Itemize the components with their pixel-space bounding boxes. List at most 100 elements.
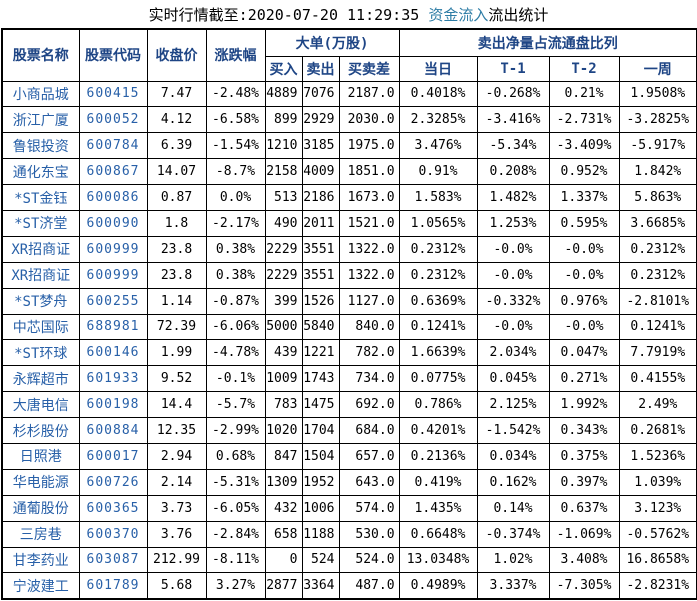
buy-volume-cell: 439 — [264, 339, 303, 367]
net-sell-today-cell: 0.2312% — [398, 261, 478, 289]
net-sell-t1-cell: -3.416% — [476, 106, 550, 134]
stock-code-cell[interactable]: 600198 — [78, 391, 148, 419]
buy-sell-diff-cell: 1521.0 — [338, 209, 400, 237]
stock-name-cell[interactable]: 华电能源 — [1, 468, 80, 496]
stock-name-cell[interactable]: 鲁银投资 — [1, 132, 80, 160]
net-sell-t1-cell: 0.034% — [476, 442, 550, 470]
stock-code-cell[interactable]: 600884 — [78, 417, 148, 444]
net-sell-t2-cell: 0.976% — [548, 287, 620, 315]
close-price-cell: 6.39 — [146, 132, 207, 160]
sell-volume-cell: 4009 — [301, 158, 340, 186]
net-sell-week-cell: -2.8101% — [618, 287, 697, 315]
stock-code-cell[interactable]: 600415 — [78, 80, 148, 108]
stock-code-cell[interactable]: 600090 — [78, 209, 148, 237]
stock-code-cell[interactable]: 600999 — [78, 261, 148, 289]
stock-code-cell[interactable]: 600726 — [78, 468, 148, 496]
stock-name-cell[interactable]: *ST梦舟 — [1, 287, 80, 315]
buy-volume-cell: 1009 — [264, 365, 303, 393]
sell-volume-cell: 7076 — [301, 80, 340, 108]
stock-code-cell[interactable]: 600146 — [78, 339, 148, 367]
table-row: 小商品城 600415 7.47 -2.48% 4889 7076 2187.0… — [1, 80, 697, 108]
table-row: 通葡股份 600365 3.73 -6.05% 432 1006 574.0 1… — [1, 494, 697, 522]
net-sell-t2-cell: 0.952% — [548, 158, 620, 186]
buy-sell-diff-cell: 657.0 — [338, 442, 400, 470]
stock-name-cell[interactable]: 杉杉股份 — [1, 417, 80, 444]
table-row: *ST梦舟 600255 1.14 -0.87% 399 1526 1127.0… — [1, 287, 697, 315]
title-suffix: 流出统计 — [488, 5, 549, 24]
stock-code-cell[interactable]: 601789 — [78, 572, 148, 600]
stock-code-cell[interactable]: 600365 — [78, 494, 148, 522]
stock-code-cell[interactable]: 600867 — [78, 158, 148, 186]
sell-volume-cell: 3551 — [301, 261, 340, 289]
col-header-diff: 买卖差 — [338, 55, 400, 82]
stock-code-cell[interactable]: 600255 — [78, 287, 148, 315]
net-sell-today-cell: 0.786% — [398, 391, 478, 419]
stock-code-cell[interactable]: 603087 — [78, 546, 148, 574]
stock-name-cell[interactable]: 三房巷 — [1, 520, 80, 548]
table-body: 小商品城 600415 7.47 -2.48% 4889 7076 2187.0… — [1, 80, 697, 600]
net-sell-t2-cell: 0.21% — [548, 80, 620, 108]
net-sell-t1-cell: 3.337% — [476, 572, 550, 600]
buy-volume-cell: 2229 — [264, 261, 303, 289]
stock-code-cell[interactable]: 600052 — [78, 106, 148, 134]
stock-name-cell[interactable]: 日照港 — [1, 442, 80, 470]
net-sell-t1-cell: 1.482% — [476, 184, 550, 211]
stock-name-cell[interactable]: 通化东宝 — [1, 158, 80, 186]
stock-name-cell[interactable]: 永辉超市 — [1, 365, 80, 393]
net-sell-t2-cell: 0.343% — [548, 417, 620, 444]
stock-code-cell[interactable]: 601933 — [78, 365, 148, 393]
stock-code-cell[interactable]: 600017 — [78, 442, 148, 470]
stock-code-cell[interactable]: 600784 — [78, 132, 148, 160]
net-sell-week-cell: -0.5762% — [618, 520, 697, 548]
stock-name-cell[interactable]: 浙江广厦 — [1, 106, 80, 134]
stock-name-cell[interactable]: *ST金钰 — [1, 184, 80, 211]
close-price-cell: 1.8 — [146, 209, 207, 237]
net-sell-today-cell: 1.583% — [398, 184, 478, 211]
change-pct-cell: -8.7% — [205, 158, 266, 186]
buy-sell-diff-cell: 487.0 — [338, 572, 400, 600]
change-pct-cell: -8.11% — [205, 546, 266, 574]
stock-code-cell[interactable]: 688981 — [78, 313, 148, 341]
close-price-cell: 4.12 — [146, 106, 207, 134]
stock-code-cell[interactable]: 600086 — [78, 184, 148, 211]
sell-volume-cell: 3551 — [301, 235, 340, 263]
sell-volume-cell: 1743 — [301, 365, 340, 393]
buy-sell-diff-cell: 1127.0 — [338, 287, 400, 315]
table-row: 日照港 600017 2.94 0.68% 847 1504 657.0 0.2… — [1, 442, 697, 470]
stock-name-cell[interactable]: XR招商证 — [1, 235, 80, 263]
net-sell-today-cell: 0.1241% — [398, 313, 478, 341]
stock-code-cell[interactable]: 600999 — [78, 235, 148, 263]
stock-name-cell[interactable]: 小商品城 — [1, 80, 80, 108]
stock-name-cell[interactable]: 宁波建工 — [1, 572, 80, 600]
sell-volume-cell: 1952 — [301, 468, 340, 496]
change-pct-cell: -5.7% — [205, 391, 266, 419]
change-pct-cell: -0.87% — [205, 287, 266, 315]
stock-name-cell[interactable]: 中芯国际 — [1, 313, 80, 341]
stock-name-cell[interactable]: XR招商证 — [1, 261, 80, 289]
stock-name-cell[interactable]: *ST济堂 — [1, 209, 80, 237]
net-sell-week-cell: 2.49% — [618, 391, 697, 419]
net-sell-week-cell: -2.8231% — [618, 572, 697, 600]
change-pct-cell: -2.99% — [205, 417, 266, 444]
stock-name-cell[interactable]: 甘李药业 — [1, 546, 80, 574]
title-inflow-link[interactable]: 资金流入 — [428, 5, 489, 24]
stock-code-cell[interactable]: 600370 — [78, 520, 148, 548]
table-row: 鲁银投资 600784 6.39 -1.54% 1210 3185 1975.0… — [1, 132, 697, 160]
buy-sell-diff-cell: 692.0 — [338, 391, 400, 419]
stock-name-cell[interactable]: 通葡股份 — [1, 494, 80, 522]
col-header-close-price: 收盘价 — [146, 28, 207, 82]
net-sell-t2-cell: -7.305% — [548, 572, 620, 600]
close-price-cell: 2.94 — [146, 442, 207, 470]
net-sell-week-cell: 0.2681% — [618, 417, 697, 444]
sell-volume-cell: 5840 — [301, 313, 340, 341]
close-price-cell: 23.8 — [146, 261, 207, 289]
change-pct-cell: 0.68% — [205, 442, 266, 470]
net-sell-week-cell: 3.6685% — [618, 209, 697, 237]
net-sell-t2-cell: -0.0% — [548, 313, 620, 341]
stock-name-cell[interactable]: *ST环球 — [1, 339, 80, 367]
buy-volume-cell: 2158 — [264, 158, 303, 186]
net-sell-t2-cell: -3.409% — [548, 132, 620, 160]
net-sell-week-cell: 1.9508% — [618, 80, 697, 108]
stock-name-cell[interactable]: 大唐电信 — [1, 391, 80, 419]
title-timestamp: 实时行情截至:2020-07-20 11:29:35 — [148, 5, 429, 24]
